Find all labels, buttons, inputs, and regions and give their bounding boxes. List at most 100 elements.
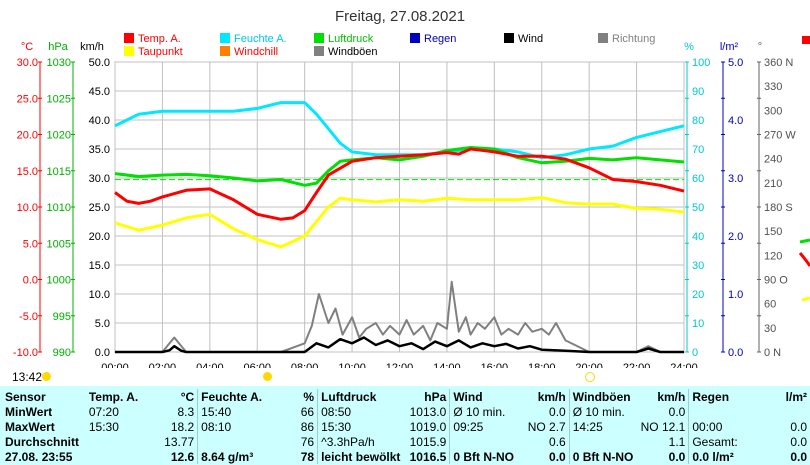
temp-tick-label: 0.0: [23, 275, 38, 287]
temp-tick-label: 30.0: [17, 57, 38, 69]
direction-tick-label: 30: [764, 323, 776, 335]
row-label: MaxWert: [5, 419, 55, 434]
axis-unit-dir: °: [758, 41, 762, 53]
humidity-tick-label: 80: [692, 115, 704, 127]
temp-tick-label: -10.0: [13, 347, 38, 359]
humidity-tick-label: 0: [692, 347, 698, 359]
rain-value: 0.0: [790, 434, 807, 449]
statistics-table: Sensor Temp. A. °C Feuchte A. % Luftdruc…: [2, 389, 810, 464]
stats-row-min: MinWert 07:20 8.3 15:40 66 08:50 1013.0 …: [2, 404, 810, 419]
direction-tick-label: 270 W: [764, 130, 796, 142]
legend-swatch: [124, 46, 134, 56]
humidity-tick-label: 60: [692, 173, 704, 185]
edge-temp-mark: [798, 252, 810, 267]
wind-tick-label: 35.0: [89, 144, 110, 156]
legend-label: Luftdruck: [328, 33, 374, 45]
press-value: 1019.0: [409, 419, 447, 434]
wind-tick-label: 0.0: [95, 347, 110, 359]
series-line-feuchte-a: [114, 101, 685, 160]
time-bar: 13:42: [0, 368, 810, 386]
press-time: 15:30: [317, 419, 404, 434]
current-time: 13:42: [12, 370, 43, 384]
gust-value: 0.0: [668, 404, 686, 419]
sunset-marker: [585, 372, 596, 382]
series-group: [114, 101, 685, 354]
temp-value: 8.3: [177, 404, 195, 419]
hum-time: 15:40: [197, 404, 270, 419]
series-line-wind: [115, 336, 684, 354]
humidity-tick-label: 10: [692, 318, 704, 330]
stats-row-average: Durchschnitt 13.77 76 ^3.3hPa/h 1015.9 0…: [2, 434, 810, 449]
x-tick-label: 18:00: [528, 362, 556, 368]
temp-tick-label: 25.0: [17, 93, 38, 105]
pressure-tick-label: 995: [53, 311, 71, 323]
direction-tick-label: 240: [764, 154, 782, 166]
wind-time: Ø 10 min.: [449, 404, 517, 419]
legend-label: Wind: [518, 33, 543, 45]
row-label: Durchschnitt: [5, 434, 80, 449]
temp-value: 12.6: [170, 449, 195, 464]
header-hum: Feuchte A.: [197, 389, 270, 404]
legend-swatch: [124, 33, 134, 43]
legend-label: Temp. A.: [138, 33, 181, 45]
direction-tick-label: 0 N: [764, 347, 781, 359]
weather-chart: Freitag, 27.08.2021 Temp. A. Feuchte A. Lu…: [12, 8, 810, 368]
temp-tick-label: 20.0: [17, 130, 38, 142]
x-tick-label: 14:00: [433, 362, 461, 368]
wind-tick-label: 25.0: [89, 202, 110, 214]
header-wind-unit: km/h: [537, 389, 566, 404]
gust-time: Ø 10 min.: [568, 404, 637, 419]
gust-value: NO 12.1: [640, 419, 686, 434]
legend-label: Feuchte A.: [234, 33, 287, 45]
humidity-tick-label: 90: [692, 86, 704, 98]
header-rain: Regen: [688, 389, 759, 404]
direction-tick-label: 210: [764, 178, 782, 190]
direction-tick-label: 300: [764, 105, 782, 117]
humidity-tick-label: 20: [692, 289, 704, 301]
press-time: 08:50: [317, 404, 404, 419]
wind-value: 0.0: [549, 404, 566, 419]
x-tick-label: 08:00: [291, 362, 319, 368]
legend-swatch: [220, 33, 230, 43]
legend-label: Windchill: [234, 46, 278, 58]
pressure-tick-label: 1010: [47, 202, 71, 214]
press-value: 1016.5: [409, 449, 447, 464]
gust-time: [568, 434, 637, 449]
header-gust-unit: km/h: [657, 389, 686, 404]
temp-tick-label: 10.0: [17, 202, 38, 214]
hum-value: 66: [300, 404, 315, 419]
sun-marker: [262, 372, 272, 381]
x-tick-label: 02:00: [149, 362, 177, 368]
wind-value: 0.0: [549, 449, 566, 464]
header-temp-unit: °C: [180, 389, 195, 404]
x-tick-label: 10:00: [338, 362, 366, 368]
rain-tick-label: 4.0: [728, 115, 743, 127]
direction-tick-label: 180 S: [764, 202, 793, 214]
rain-tick-label: 5.0: [728, 57, 743, 69]
wind-tick-label: 20.0: [89, 231, 110, 243]
legend-swatch: [314, 46, 324, 56]
direction-tick-label: 150: [764, 226, 782, 238]
gust-value: 0.0: [668, 449, 686, 464]
x-tick-label: 20:00: [575, 362, 603, 368]
wind-value: NO 2.7: [527, 419, 566, 434]
x-tick-label: 12:00: [386, 362, 414, 368]
axes: 30.025.020.015.010.05.00.0-5.0-10.010301…: [13, 57, 796, 368]
wind-value: 0.6: [549, 434, 566, 449]
legend-label: Windböen: [328, 46, 378, 58]
chart-legend: Temp. A. Feuchte A. Luftdruck Regen Wind Rich…: [124, 33, 655, 58]
hum-value: 76: [300, 434, 315, 449]
legend-swatch: [598, 33, 608, 43]
rain-value: [759, 404, 810, 419]
axis-units: °C hPa km/h% l/m² °: [21, 41, 762, 53]
x-tick-label: 16:00: [481, 362, 509, 368]
hum-time: 08:10: [197, 419, 270, 434]
row-label: 27.08. 23:55: [5, 449, 73, 464]
x-tick-label: 22:00: [623, 362, 651, 368]
gust-value: 1.1: [668, 434, 686, 449]
axis-unit-hum: %: [684, 41, 694, 53]
pressure-tick-label: 1000: [47, 275, 71, 287]
temp-time: [86, 434, 154, 449]
press-value: 1013.0: [409, 404, 447, 419]
stats-row-max: MaxWert 15:30 18.2 08:10 86 15:30 1019.0…: [2, 419, 810, 434]
